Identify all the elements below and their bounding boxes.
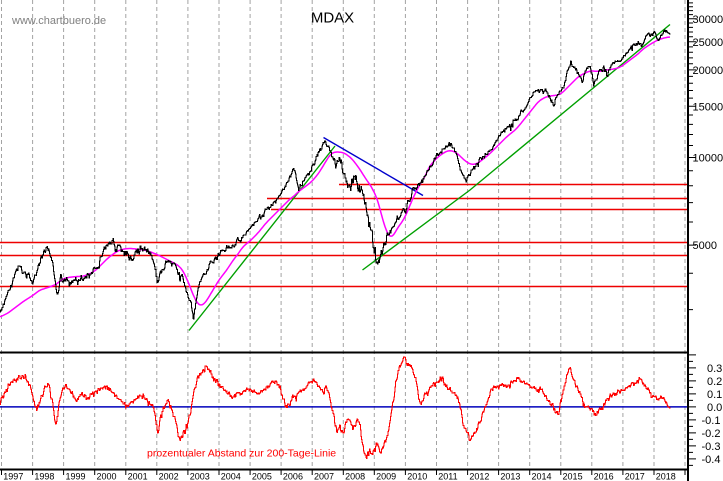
svg-text:2001: 2001 [128, 472, 148, 481]
svg-text:-0.4: -0.4 [702, 454, 721, 466]
svg-text:2007: 2007 [314, 472, 334, 481]
svg-text:2009: 2009 [376, 472, 396, 481]
svg-text:0.3: 0.3 [707, 363, 722, 375]
svg-text:2010: 2010 [407, 472, 427, 481]
svg-text:2017: 2017 [625, 472, 645, 481]
svg-text:-0.2: -0.2 [702, 428, 721, 440]
svg-text:2016: 2016 [594, 472, 614, 481]
svg-text:25000: 25000 [693, 37, 723, 49]
svg-text:5000: 5000 [693, 240, 717, 252]
svg-text:-0.3: -0.3 [702, 441, 721, 453]
svg-text:0.0: 0.0 [707, 402, 722, 414]
svg-text:1998: 1998 [34, 472, 54, 481]
svg-text:2011: 2011 [438, 472, 457, 481]
svg-text:2013: 2013 [500, 472, 520, 481]
svg-text:2006: 2006 [283, 472, 303, 481]
svg-text:www.chartbuero.de: www.chartbuero.de [11, 15, 106, 27]
svg-text:2008: 2008 [345, 472, 365, 481]
svg-text:30000: 30000 [693, 14, 723, 26]
svg-text:20000: 20000 [693, 65, 723, 77]
svg-text:-0.1: -0.1 [702, 415, 721, 427]
svg-text:0.1: 0.1 [707, 389, 722, 401]
svg-text:2005: 2005 [252, 472, 272, 481]
svg-text:10000: 10000 [693, 153, 723, 165]
svg-text:2012: 2012 [469, 472, 489, 481]
svg-text:2003: 2003 [190, 472, 210, 481]
svg-text:15000: 15000 [693, 102, 723, 114]
svg-text:prozentualer Abstand zur 200-T: prozentualer Abstand zur 200-Tage-Linie [147, 448, 336, 460]
svg-text:1997: 1997 [3, 472, 23, 481]
svg-text:2015: 2015 [563, 472, 583, 481]
svg-text:MDAX: MDAX [311, 10, 354, 27]
svg-text:0.2: 0.2 [707, 376, 722, 388]
svg-text:2000: 2000 [97, 472, 117, 481]
svg-text:2004: 2004 [221, 472, 241, 481]
svg-text:1999: 1999 [65, 472, 85, 481]
svg-text:2018: 2018 [656, 472, 676, 481]
svg-text:2002: 2002 [159, 472, 179, 481]
svg-text:2014: 2014 [531, 472, 551, 481]
